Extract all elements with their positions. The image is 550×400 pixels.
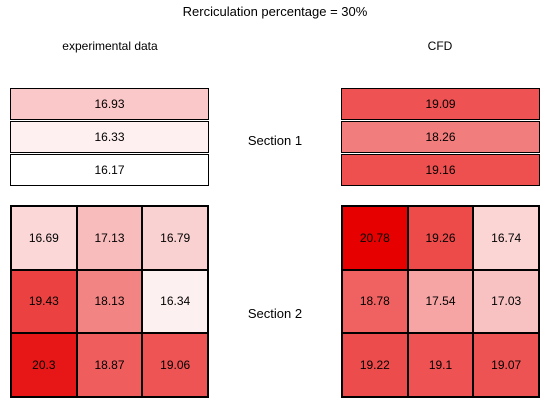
experimental-section-2-cell: 16.79 xyxy=(142,206,208,270)
experimental-section-2-cell: 19.43 xyxy=(11,269,77,334)
cfd-section-2-cell: 17.54 xyxy=(407,269,474,334)
cfd-section-2-cell: 18.78 xyxy=(342,269,408,334)
experimental-section-2-cell: 17.13 xyxy=(76,206,143,270)
cfd-section-1-cell: 19.09 xyxy=(341,88,540,120)
experimental-section-2-cell: 20.3 xyxy=(11,333,77,397)
cfd-section-2-cell: 19.26 xyxy=(407,206,474,270)
cfd-section-1-cell: 18.26 xyxy=(341,121,540,153)
cfd-section-2-heatmap: 20.78 19.26 16.74 18.78 17.54 17.03 19.22 19.1 1… xyxy=(341,205,540,398)
cfd-section-1-cell: 19.16 xyxy=(341,154,540,186)
experimental-section-2-cell: 16.34 xyxy=(142,269,208,334)
cfd-section-2-cell: 19.22 xyxy=(342,333,408,397)
section-1-label: Section 1 xyxy=(247,133,303,148)
cfd-section-2-cell: 19.1 xyxy=(407,333,474,397)
cfd-section-2-cell: 19.07 xyxy=(473,333,539,397)
chart-title: Rerciculation percentage = 30% xyxy=(182,4,368,19)
experimental-section-2-cell: 18.13 xyxy=(76,269,143,334)
experimental-section-2-cell: 19.06 xyxy=(142,333,208,397)
cfd-section-2-cell: 16.74 xyxy=(473,206,539,270)
experimental-section-2-cell: 18.87 xyxy=(76,333,143,397)
experimental-section-1-cell: 16.33 xyxy=(10,121,209,153)
experimental-section-2-heatmap: 16.69 17.13 16.79 19.43 18.13 16.34 20.3 18.87 1… xyxy=(10,205,209,398)
experimental-section-1-heatmap: 16.93 16.33 16.17 xyxy=(10,88,209,187)
experimental-section-1-cell: 16.17 xyxy=(10,154,209,186)
experimental-section-2-cell: 16.69 xyxy=(11,206,77,270)
cfd-section-2-cell: 17.03 xyxy=(473,269,539,334)
section-2-label: Section 2 xyxy=(247,306,303,321)
experimental-panel-title: experimental data xyxy=(62,39,158,53)
cfd-section-1-heatmap: 19.09 18.26 19.16 xyxy=(341,88,540,187)
cfd-panel-title: CFD xyxy=(427,39,453,53)
experimental-section-1-cell: 16.93 xyxy=(10,88,209,120)
cfd-section-2-cell: 20.78 xyxy=(342,206,408,270)
